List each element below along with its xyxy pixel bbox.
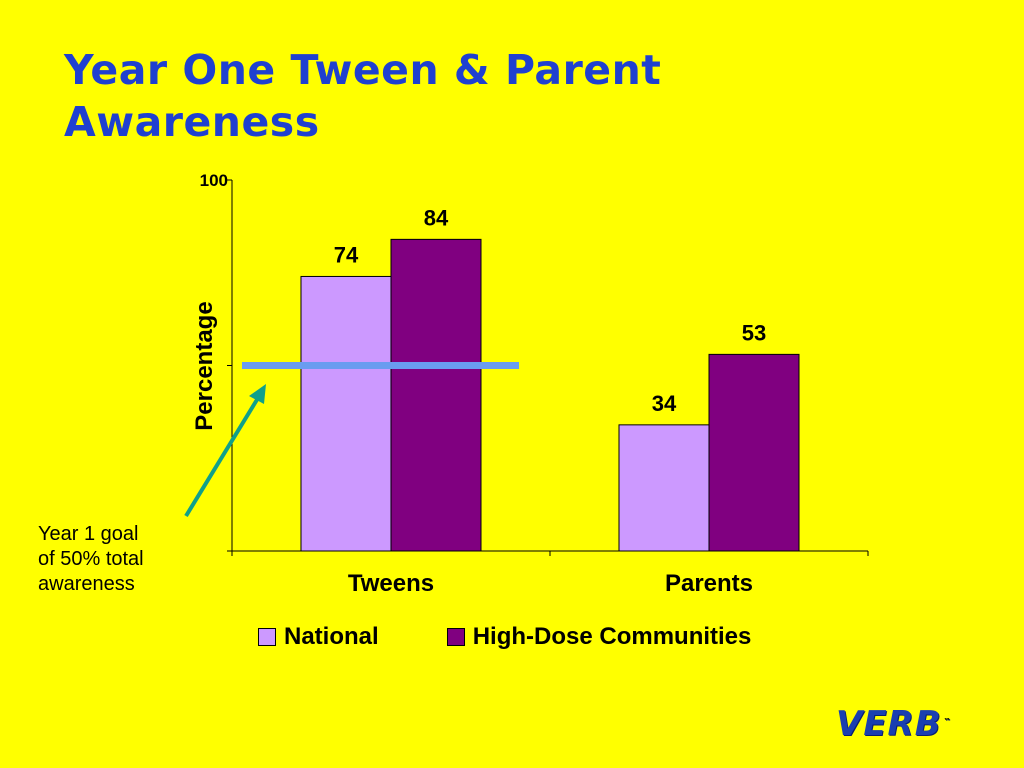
- chart-legend: National High-Dose Communities: [258, 621, 751, 653]
- goal-annotation: Year 1 goal of 50% total awareness: [38, 522, 188, 597]
- bar-tweens-high-dose-communities: [390, 238, 482, 552]
- verb-logo: VERB ™: [836, 704, 952, 744]
- goal-arrow-head: [249, 384, 266, 404]
- data-label-parents-1: 53: [742, 320, 766, 345]
- x-tick-label-parents: Parents: [665, 570, 753, 597]
- legend-label-high-dose: High-Dose Communities: [472, 623, 752, 650]
- annotation-line-3: awareness: [38, 573, 135, 595]
- bar-tweens-national: [300, 275, 392, 552]
- legend-item-national: National: [258, 623, 379, 651]
- annotation-line-1: Year 1 goal: [38, 523, 139, 545]
- y-axis-label: Percentage: [191, 301, 218, 430]
- legend-swatch-high-dose: [446, 628, 465, 646]
- legend-swatch-national: [258, 628, 276, 646]
- bar-parents-high-dose-communities: [708, 353, 800, 552]
- title-line-1: Year One Tween & Parent: [64, 46, 662, 94]
- annotation-line-2: of 50% total: [38, 548, 144, 570]
- logo-trademark: ™: [943, 716, 952, 725]
- slide-title: Year One Tween & Parent Awareness: [64, 44, 824, 148]
- logo-text: VERB: [836, 704, 942, 744]
- goal-arrow-shaft: [184, 396, 260, 518]
- legend-label-national: National: [284, 623, 379, 650]
- data-label-tweens-0: 74: [334, 242, 359, 267]
- data-label-parents-0: 34: [652, 391, 677, 416]
- legend-item-high-dose: High-Dose Communities: [446, 623, 752, 651]
- x-tick-label-tweens: Tweens: [348, 570, 434, 597]
- data-label-tweens-1: 84: [424, 205, 449, 230]
- title-line-2: Awareness: [64, 98, 320, 146]
- y-tick-label-100: 100: [200, 171, 228, 190]
- bar-parents-national: [618, 424, 710, 552]
